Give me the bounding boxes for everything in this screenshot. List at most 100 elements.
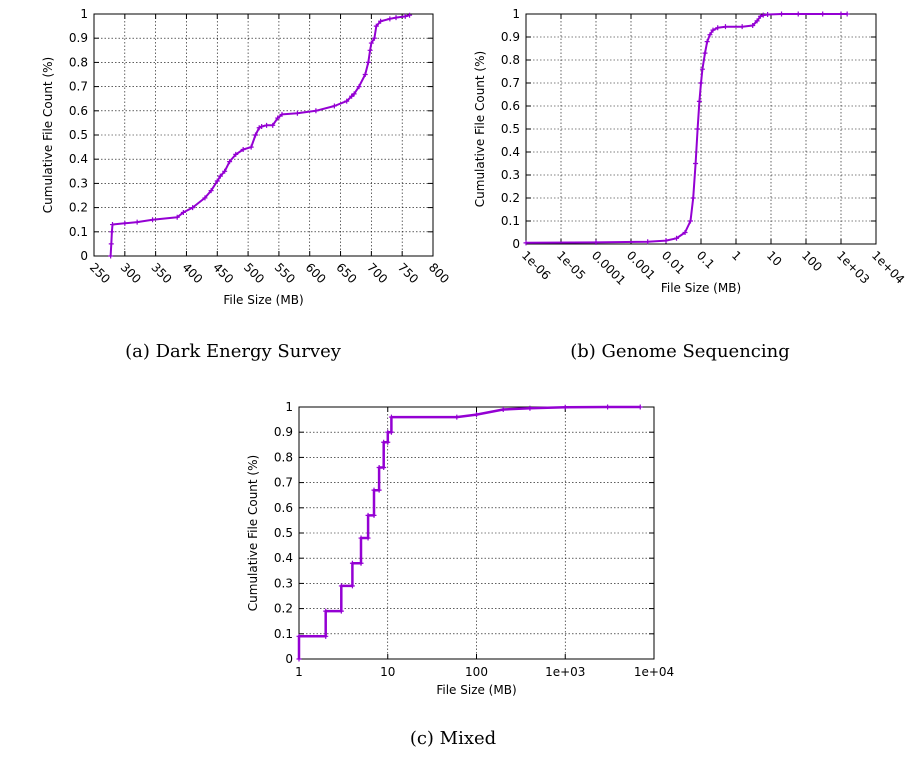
data-point — [674, 235, 680, 241]
data-point — [715, 25, 721, 31]
y-tick-label: 0.5 — [69, 128, 88, 142]
data-point — [754, 18, 760, 24]
y-tick-label: 1 — [80, 7, 88, 21]
data-point — [702, 50, 708, 56]
data-point — [108, 241, 114, 247]
data-point — [296, 633, 302, 639]
data-point — [795, 11, 801, 17]
data-point — [365, 512, 371, 518]
y-tick-label: 0.1 — [69, 225, 88, 239]
y-tick-label: 0.2 — [501, 191, 520, 205]
y-tick-label: 0.3 — [69, 176, 88, 190]
data-point — [407, 12, 413, 18]
y-tick-label: 0.2 — [274, 602, 293, 616]
x-tick-label: 100 — [799, 248, 825, 274]
data-point — [349, 583, 355, 589]
chart-0: 0 0.1 0.2 0.3 0.4 0.5 0.6 0.7 0.8 0.9 1 250 300 350 40… — [41, 7, 452, 362]
y-tick-label: 0.9 — [274, 425, 293, 439]
y-tick-label: 0.6 — [501, 99, 520, 113]
x-tick-label: 1e-06 — [519, 248, 553, 282]
x-tick-label: 1e+03 — [834, 248, 872, 286]
data-point — [373, 23, 379, 29]
y-tick-label: 0.6 — [274, 501, 293, 515]
data-point — [365, 535, 371, 541]
y-tick-label: 0.4 — [69, 152, 88, 166]
data-point — [202, 195, 208, 201]
data-point — [695, 126, 701, 132]
data-point — [338, 583, 344, 589]
data-point — [323, 608, 329, 614]
data-point — [682, 230, 688, 235]
data-point — [264, 122, 270, 128]
data-point — [349, 93, 355, 99]
data-point — [323, 633, 329, 639]
data-point — [371, 35, 377, 41]
data-point — [351, 91, 357, 97]
series-line — [525, 13, 848, 244]
chart-2: 0 0.1 0.2 0.3 0.4 0.5 0.6 0.7 0.8 0.9 1 1 10 100 1e+03… — [246, 400, 674, 749]
y-tick-label: 0.4 — [501, 145, 520, 159]
x-tick-label: 800 — [426, 260, 452, 286]
data-point — [779, 11, 785, 17]
data-point — [605, 404, 611, 410]
figure-caption: (a) Dark Energy Survey — [125, 341, 342, 362]
data-point — [122, 220, 128, 226]
x-tick-label: 0.0001 — [589, 248, 629, 288]
data-point — [227, 159, 233, 165]
x-tick-label: 10 — [380, 665, 395, 679]
data-point — [259, 124, 265, 130]
data-point — [134, 219, 140, 225]
data-point — [371, 487, 377, 493]
y-axis-label: Cumulative File Count (%) — [246, 455, 260, 611]
x-tick-label: 500 — [241, 260, 267, 286]
data-point — [376, 487, 382, 493]
y-tick-label: 0.8 — [274, 450, 293, 464]
data-point — [358, 560, 364, 566]
plot-frame — [93, 13, 434, 257]
y-tick-label: 0.4 — [274, 551, 293, 565]
x-tick-label: 550 — [272, 260, 298, 286]
x-tick-label: 100 — [465, 665, 488, 679]
x-tick-label: 10 — [764, 248, 785, 269]
data-point — [233, 151, 239, 157]
data-point — [279, 111, 285, 117]
data-point — [180, 209, 186, 215]
y-tick-label: 0.6 — [69, 104, 88, 118]
y-tick-label: 0.5 — [274, 526, 293, 540]
data-point — [687, 218, 693, 224]
data-point — [109, 229, 115, 235]
y-tick-label: 0.8 — [501, 53, 520, 67]
data-point — [690, 195, 696, 201]
data-point — [174, 214, 180, 220]
data-point — [696, 98, 702, 104]
data-point — [365, 59, 371, 65]
data-point — [710, 27, 716, 33]
x-tick-label: 700 — [364, 260, 390, 286]
data-point — [838, 11, 844, 17]
data-point — [368, 40, 374, 46]
x-axis-label: File Size (MB) — [223, 293, 303, 307]
data-point — [388, 414, 394, 420]
data-point — [699, 66, 705, 72]
data-point — [593, 239, 599, 245]
data-point — [248, 144, 254, 150]
data-point — [402, 13, 408, 19]
data-point — [275, 115, 281, 121]
data-point — [240, 147, 246, 153]
y-tick-label: 1 — [512, 7, 520, 21]
data-point — [252, 132, 258, 138]
data-point — [338, 608, 344, 614]
y-tick-label: 0 — [512, 237, 520, 251]
data-point — [109, 222, 115, 228]
y-tick-label: 0.7 — [501, 76, 520, 90]
data-point — [663, 238, 669, 244]
series-line — [109, 14, 410, 257]
y-tick-label: 0.8 — [69, 55, 88, 69]
x-tick-label: 1e-05 — [554, 248, 588, 282]
data-point — [393, 15, 399, 21]
data-point — [378, 18, 384, 24]
data-point — [500, 407, 506, 413]
y-tick-label: 0.5 — [501, 122, 520, 136]
y-tick-label: 0.7 — [274, 476, 293, 490]
plot-frame — [298, 406, 655, 660]
